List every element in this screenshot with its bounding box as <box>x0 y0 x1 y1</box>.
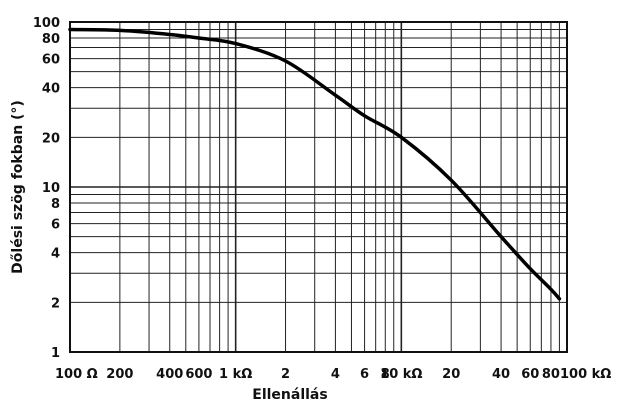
plot-frame <box>69 21 568 353</box>
x-tick-label: 40 <box>492 367 510 382</box>
x-tick-label: 200 <box>106 367 133 382</box>
x-tick-label: 100 Ω <box>55 367 98 382</box>
x-axis-label: Ellenállás <box>252 387 327 403</box>
y-tick-label: 4 <box>51 247 60 262</box>
x-tick-label: 10 kΩ <box>380 367 422 382</box>
x-tick-label: 600 <box>185 367 212 382</box>
x-tick-label: 400 <box>156 367 183 382</box>
chart-grid <box>70 22 567 352</box>
y-tick-label: 10 <box>42 181 60 196</box>
x-tick-label: 4 <box>331 367 340 382</box>
y-tick-label: 80 <box>42 32 60 47</box>
y-tick-label: 2 <box>51 296 60 311</box>
x-tick-label: 80 <box>542 367 560 382</box>
x-tick-label: 60 <box>521 367 539 382</box>
x-tick-label: 1 kΩ <box>219 367 252 382</box>
x-tick-labels: 100 Ω 200 400 600 1 kΩ 2 4 6 810 kΩ 20 40 60 80 100 k… <box>55 367 611 382</box>
y-tick-label: 6 <box>51 218 60 233</box>
y-tick-label: 40 <box>42 82 60 97</box>
x-tick-label: 6 <box>360 367 369 382</box>
y-tick-label: 8 <box>51 197 60 212</box>
x-tick-label: 8 <box>381 367 390 382</box>
x-tick-label: 20 <box>442 367 460 382</box>
y-axis-label: Dőlési szög fokban (°) <box>10 100 26 274</box>
y-tick-label: 20 <box>42 131 60 146</box>
series-line <box>68 27 562 301</box>
x-tick-label: 2 <box>281 367 290 382</box>
y-tick-label: 1 <box>51 346 60 361</box>
y-tick-label: 60 <box>42 53 60 68</box>
y-tick-label: 100 <box>33 16 60 31</box>
x-tick-label: 100 kΩ <box>560 367 611 382</box>
